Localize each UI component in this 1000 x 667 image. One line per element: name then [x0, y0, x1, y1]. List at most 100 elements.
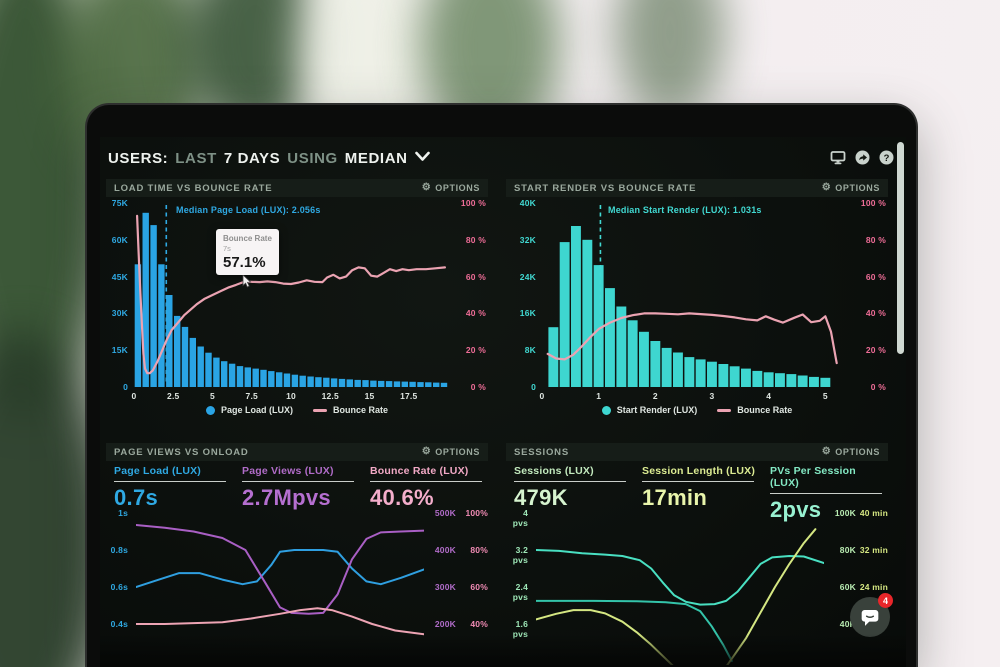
chat-widget-button[interactable]: 4 — [850, 593, 893, 637]
chart-plot-area[interactable] — [136, 507, 424, 665]
legend-item-bounce-rate[interactable]: Bounce Rate — [313, 405, 388, 415]
monitor-icon[interactable] — [830, 150, 846, 165]
axis-tick-label: 5 — [822, 391, 828, 401]
chat-bubble-icon — [861, 609, 879, 626]
axis-tick-label: 15 — [364, 391, 375, 401]
panel-header: START RENDER VS BOUNCE RATE ⚙ OPTIONS — [506, 179, 888, 197]
chart-plot-area[interactable] — [542, 203, 848, 387]
metric-pvs-per-session: PVs Per Session (LUX) 2pvs — [770, 465, 886, 523]
axis-tick-label: 40K — [839, 619, 856, 629]
median-annotation: Median Page Load (LUX): 2.056s — [176, 205, 321, 215]
panel-page-views-vs-onload: PAGE VIEWS VS ONLOAD ⚙ OPTIONS Page Load … — [106, 443, 488, 667]
legend-item-page-load[interactable]: Page Load (LUX) — [205, 405, 293, 415]
title-users: USERS: — [108, 149, 169, 167]
title-range: 7 DAYS — [223, 149, 281, 167]
panel-start-render-vs-bounce-rate: START RENDER VS BOUNCE RATE ⚙ OPTIONS 40K… — [506, 179, 888, 431]
axis-tick-label: 40 min — [859, 508, 888, 518]
legend-item-start-render[interactable]: Start Render (LUX) — [601, 405, 697, 415]
axis-tick-label: 1.6 pvs — [512, 619, 528, 639]
metric-underline — [770, 493, 882, 494]
axis-tick-label: 1s — [118, 508, 128, 518]
median-annotation: Median Start Render (LUX): 1.031s — [608, 205, 762, 215]
axis-tick-label: 2.5 — [167, 391, 180, 401]
metric-underline — [642, 481, 754, 482]
axis-tick-label: 0.6s — [110, 582, 128, 592]
axis-tick-label: 32K — [519, 234, 536, 245]
metric-underline — [242, 481, 354, 482]
options-button[interactable]: ⚙ OPTIONS — [421, 182, 480, 194]
axis-tick-label: 24K — [519, 271, 536, 282]
legend-dot — [601, 405, 611, 415]
metric-page-load: Page Load (LUX) 0.7s — [114, 465, 230, 511]
header-toolbar: ? — [830, 150, 894, 165]
axis-tick-label: 12.5 — [321, 391, 339, 401]
panel-header: PAGE VIEWS VS ONLOAD ⚙ OPTIONS — [106, 443, 488, 461]
axis-tick-label: 0 — [131, 391, 137, 401]
dashboard-screen: USERS: LAST 7 DAYS USING MEDIAN ? — [100, 137, 906, 667]
chevron-down-icon[interactable] — [414, 149, 430, 167]
axis-tick-label: 75K — [111, 198, 128, 208]
axis-tick-label: 80 % — [465, 234, 486, 245]
chart-legend: Start Render (LUX) Bounce Rate — [506, 405, 888, 415]
legend-dash — [717, 408, 732, 412]
axis-tick-label: 60 % — [865, 271, 886, 282]
axis-tick-label: 200K — [434, 619, 456, 629]
axis-tick-label: 80 % — [865, 234, 886, 245]
axis-tick-label: 400K — [434, 545, 456, 555]
gear-icon: ⚙ — [821, 182, 832, 193]
axis-tick-label: 100 % — [860, 198, 886, 208]
axis-tick-label: 20 % — [465, 345, 486, 356]
axis-tick-label: 8K — [524, 345, 536, 356]
axis-tick-label: 80K — [839, 545, 856, 555]
metric-session-length: Session Length (LUX) 17min — [642, 465, 756, 510]
axis-tick-label: 60% — [470, 582, 488, 592]
axis-tick-label: 5 — [210, 391, 215, 401]
axis-tick-label: 10 — [286, 391, 296, 401]
gear-icon: ⚙ — [421, 182, 432, 193]
axis-tick-label: 2.4 pvs — [512, 582, 528, 602]
metric-sessions: Sessions (LUX) 479K — [514, 465, 630, 511]
axis-tick-label: 300K — [434, 582, 456, 592]
vertical-scrollbar[interactable] — [897, 142, 904, 354]
axis-tick-label: 16K — [519, 308, 536, 319]
metric-underline — [514, 481, 626, 482]
chart-plot-area[interactable] — [536, 507, 824, 665]
axis-tick-label: 100K — [834, 508, 856, 518]
sessions-chart: 4 pvs 3.2 pvs 2.4 pvs 1.6 pvs 100K 80K 60K 40K 4… — [506, 443, 888, 667]
axis-tick-label: 40% — [470, 619, 488, 629]
panel-sessions: SESSIONS ⚙ OPTIONS Sessions (LUX) 479K Se… — [506, 443, 888, 667]
options-button[interactable]: ⚙ OPTIONS — [421, 446, 480, 458]
laptop: USERS: LAST 7 DAYS USING MEDIAN ? — [85, 103, 918, 667]
axis-tick-label: 45K — [111, 271, 128, 282]
title-last: LAST — [175, 149, 217, 167]
legend-item-bounce-rate[interactable]: Bounce Rate — [717, 405, 792, 415]
axis-tick-label: 15K — [111, 345, 128, 356]
axis-tick-label: 500K — [434, 508, 456, 518]
tooltip: Bounce Rate 7s 57.1% — [216, 229, 279, 275]
page-views-chart: 1s 0.8s 0.6s 0.4s 500K 400K 300K 200K 100% 80% 60%… — [106, 443, 488, 667]
axis-tick-label: 0 % — [870, 382, 886, 392]
options-button[interactable]: ⚙ OPTIONS — [821, 446, 880, 458]
axis-tick-label: 30K — [111, 308, 128, 319]
axis-tick-label: 40 % — [465, 308, 486, 319]
axis-tick-label: 32 min — [859, 545, 888, 555]
share-icon[interactable] — [855, 150, 870, 165]
axis-tick-label: 100% — [465, 508, 488, 518]
options-button[interactable]: ⚙ OPTIONS — [821, 182, 880, 194]
axis-tick-label: 80% — [470, 545, 488, 555]
panel-load-time-vs-bounce-rate: LOAD TIME VS BOUNCE RATE ⚙ OPTIONS 75K 60K… — [106, 179, 488, 431]
chart-plot-area[interactable] — [134, 203, 448, 387]
axis-tick-label: 60K — [839, 582, 856, 592]
axis-tick-label: 3.2 pvs — [512, 545, 528, 565]
metric-bounce-rate: Bounce Rate (LUX) 40.6% — [370, 465, 486, 511]
mouse-cursor — [242, 275, 252, 288]
panel-title: PAGE VIEWS VS ONLOAD — [114, 446, 249, 458]
legend-dash — [313, 408, 327, 412]
axis-tick-label: 0.4s — [110, 619, 128, 629]
axis-tick-label: 7.5 — [245, 391, 258, 401]
title-using: USING — [287, 149, 338, 167]
title-metric: MEDIAN — [344, 149, 408, 167]
help-icon[interactable]: ? — [879, 150, 894, 165]
panel-header: SESSIONS ⚙ OPTIONS — [506, 443, 888, 461]
